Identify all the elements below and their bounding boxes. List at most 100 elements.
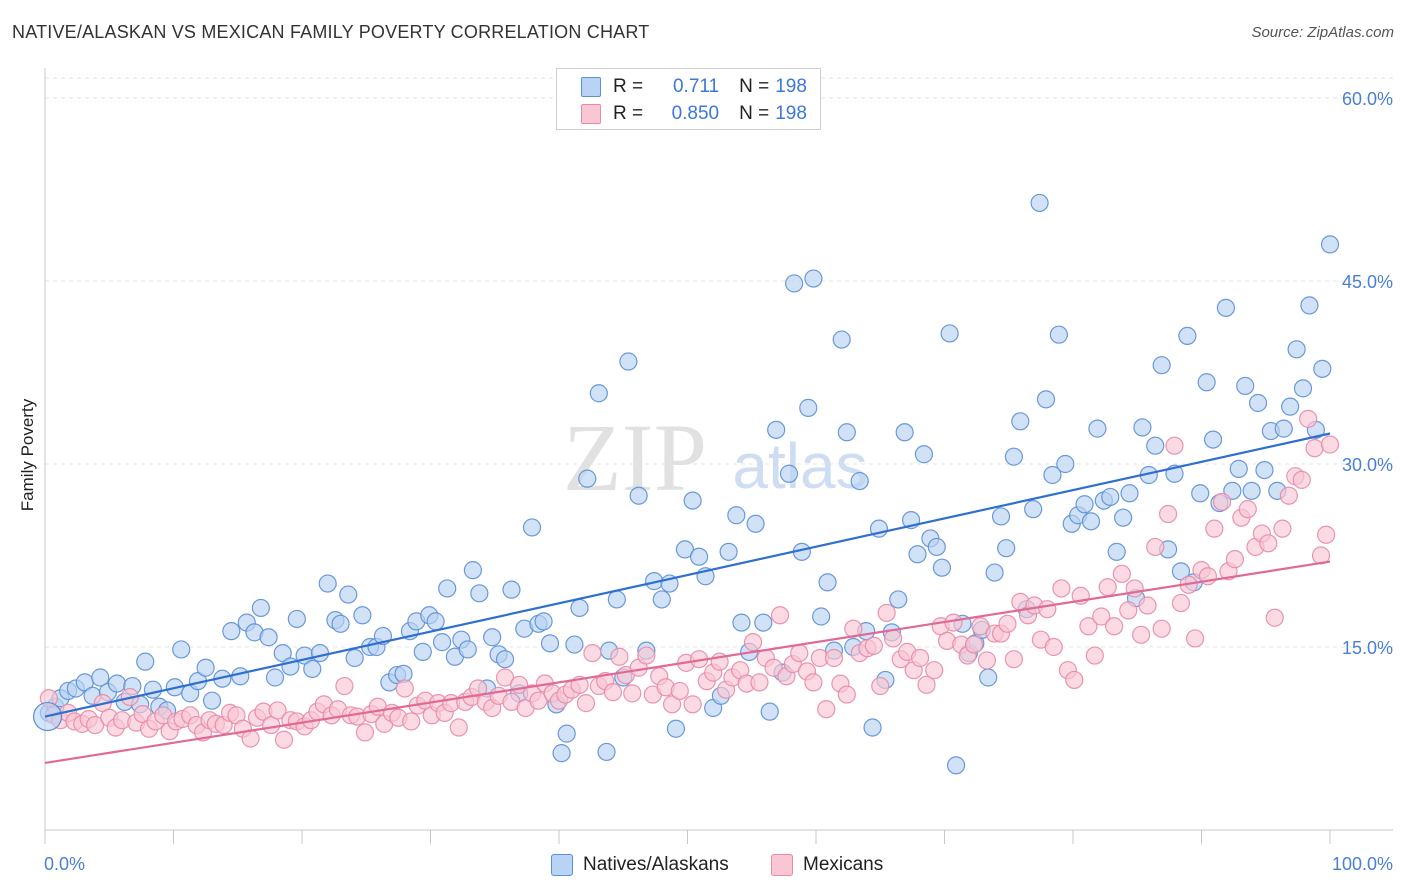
mexican-point	[1212, 492, 1232, 511]
native-point	[426, 612, 445, 631]
native-point	[1242, 481, 1261, 500]
native-point	[1043, 465, 1062, 485]
mexican-point	[837, 685, 856, 704]
mexican-point	[750, 673, 769, 692]
mexican-point	[495, 668, 515, 687]
mexican-point	[871, 676, 890, 696]
native-point	[438, 579, 457, 598]
native-point	[1075, 495, 1094, 514]
native-point	[552, 744, 571, 763]
native-point	[767, 420, 786, 439]
grid-lines	[45, 77, 1393, 648]
native-point	[675, 540, 695, 559]
legend-r-value: 0.850	[671, 103, 720, 124]
mexican-point	[1238, 500, 1257, 519]
native-point	[812, 607, 831, 626]
bottom-legend-label-natives: Natives/Alaskans	[583, 854, 729, 875]
mexican-point	[883, 629, 903, 648]
native-point	[1248, 393, 1268, 413]
mexican-point	[662, 695, 682, 714]
native-point	[1107, 542, 1126, 561]
native-point	[1255, 461, 1274, 480]
native-point	[895, 423, 914, 442]
mexican-point	[1085, 646, 1104, 665]
mexican-point	[804, 673, 823, 692]
bottom-swatch-natives	[551, 854, 573, 876]
native-point	[1146, 436, 1165, 455]
native-point	[557, 724, 576, 743]
mexican-point	[335, 676, 354, 696]
mexican-point	[1292, 470, 1311, 489]
mexican-point	[623, 684, 642, 703]
native-point	[779, 464, 799, 483]
mexican-point	[1125, 579, 1144, 598]
native-point	[353, 606, 372, 625]
bottom-swatch-mexicans	[771, 854, 793, 876]
tick-labels: 15.0% 30.0% 45.0% 60.0% 0.0% 100.0%	[44, 89, 1393, 874]
mexican-point	[683, 695, 702, 714]
native-point	[785, 274, 804, 293]
source-label: Source: ZipAtlas.com	[1251, 24, 1394, 41]
mexican-point	[1205, 519, 1224, 538]
mexican-point	[971, 617, 990, 636]
native-point	[927, 537, 946, 557]
mexican-point	[910, 648, 930, 668]
mexican-point	[790, 643, 809, 663]
mexican-trend-line	[44, 560, 1331, 764]
legend-n-value: 198	[775, 76, 807, 97]
mexican-point	[1259, 534, 1278, 553]
native-point	[1203, 430, 1223, 449]
native-point	[1101, 487, 1120, 507]
native-point	[470, 584, 489, 603]
native-point	[607, 590, 626, 609]
mexican-point	[817, 700, 836, 719]
native-point	[760, 702, 779, 721]
mexican-point	[964, 635, 984, 654]
native-point	[1281, 397, 1300, 416]
native-point	[850, 471, 869, 491]
mexican-point	[1132, 625, 1151, 644]
native-point	[932, 558, 952, 577]
mexican-point	[1299, 409, 1318, 428]
native-point	[719, 542, 738, 561]
native-point	[259, 628, 278, 647]
native-point	[1088, 419, 1107, 438]
native-point	[914, 445, 934, 464]
mexican-point	[274, 730, 294, 749]
mexican-point	[576, 694, 596, 713]
native-point	[231, 667, 250, 686]
native-point	[222, 622, 241, 641]
native-point	[339, 585, 358, 604]
native-point	[1274, 419, 1293, 438]
native-point	[818, 573, 837, 592]
native-point	[889, 590, 908, 609]
mexican-point	[1065, 670, 1084, 690]
native-point	[1236, 376, 1255, 396]
chart-title: NATIVE/ALASKAN VS MEXICAN FAMILY POVERTY…	[12, 22, 650, 42]
native-point	[136, 652, 155, 671]
native-point	[265, 668, 285, 687]
native-point	[495, 650, 515, 669]
mexican-point	[637, 646, 656, 665]
legend-r-label: R =	[613, 103, 644, 124]
native-point	[1133, 418, 1152, 437]
bottom-legend-natives: Natives/Alaskans	[551, 852, 729, 878]
mexican-point	[449, 718, 468, 737]
native-point	[619, 352, 638, 371]
native-point	[732, 613, 751, 632]
mexican-point	[1320, 435, 1340, 454]
native-point	[683, 491, 702, 510]
native-point	[1056, 454, 1075, 474]
native-point	[196, 658, 215, 677]
legend-r-label: R =	[613, 76, 644, 97]
mexican-point	[1273, 519, 1292, 538]
native-point	[287, 609, 306, 629]
native-point	[458, 640, 477, 659]
mexican-point	[1171, 593, 1191, 613]
mexican-point	[1092, 607, 1111, 626]
mexican-point	[1146, 537, 1165, 557]
native-point	[1287, 340, 1306, 359]
mexican-point	[1305, 439, 1324, 458]
native-point	[1191, 484, 1210, 503]
mexican-point	[1004, 650, 1023, 669]
